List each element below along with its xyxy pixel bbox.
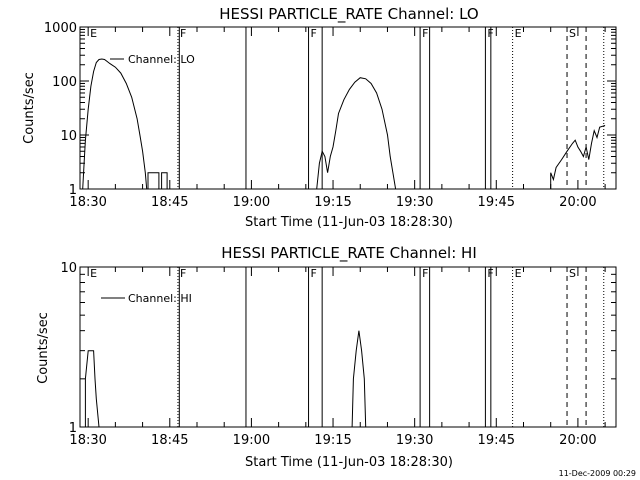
hi-series-line — [84, 350, 100, 428]
footer-date: 11-Dec-2009 00:29 — [559, 469, 636, 478]
lo-event-marker-label: E — [90, 27, 97, 40]
lo-series-line — [82, 58, 148, 190]
hi-y-tick-label: 1 — [69, 421, 77, 436]
lo-y-tick-label: 1000 — [44, 21, 77, 36]
hi-plot-frame — [79, 266, 617, 428]
hi-y-tick-label: 10 — [60, 261, 77, 276]
lo-legend-label: Channel: LO — [128, 53, 195, 66]
hi-x-tick-label: 19:30 — [396, 433, 433, 448]
hi-event-marker-label: F — [422, 267, 428, 280]
lo-x-tick-label: 18:45 — [151, 195, 188, 210]
lo-series-line — [147, 172, 160, 189]
hi-x-tick-label: 19:45 — [478, 433, 515, 448]
lo-series-line — [550, 125, 606, 189]
lo-plot-frame — [79, 26, 617, 190]
hi-legend-label: Channel: HI — [128, 292, 192, 305]
lo-event-marker-label: F — [422, 27, 428, 40]
hi-event-marker-label: E — [515, 267, 522, 280]
lo-y-tick-label: 100 — [52, 75, 77, 90]
hi-event-marker-label: F — [311, 267, 317, 280]
lo-x-tick-label: 20:00 — [559, 195, 596, 210]
hi-series-line — [351, 330, 367, 428]
hi-x-tick-label: 20:00 — [559, 433, 596, 448]
lo-event-marker-label: F — [180, 27, 186, 40]
lo-y-tick-label: 1 — [69, 183, 77, 198]
lo-x-tick-label: 19:00 — [233, 195, 270, 210]
panel-lo-plot: 18:30 18:45 19:00 19:15 19:30 19:45 20:00 1 10 10… — [44, 21, 617, 210]
lo-event-marker-label: S — [569, 27, 576, 40]
hi-x-tick-label: 19:00 — [233, 433, 270, 448]
panel-lo-title: HESSI PARTICLE_RATE Channel: LO — [219, 5, 478, 24]
panel-hi-ylabel: Counts/sec — [36, 312, 51, 384]
hi-event-marker-label: F — [180, 267, 186, 280]
hi-x-tick-label: 19:15 — [314, 433, 351, 448]
panel-lo-ylabel: Counts/sec — [22, 72, 37, 144]
lo-y-tick-label: 10 — [60, 129, 77, 144]
lo-series-line — [161, 172, 168, 189]
panel-hi-title: HESSI PARTICLE_RATE Channel: HI — [221, 244, 477, 263]
lo-event-marker-label: F — [311, 27, 317, 40]
lo-series-line — [316, 77, 397, 190]
lo-x-tick-label: 19:30 — [396, 195, 433, 210]
hi-event-marker-label: S — [569, 267, 576, 280]
lo-event-marker-label: E — [515, 27, 522, 40]
hi-x-tick-label: 18:45 — [151, 433, 188, 448]
lo-x-tick-label: 19:45 — [478, 195, 515, 210]
panel-hi-plot: 18:30 18:45 19:00 19:15 19:30 19:45 20:00 1 10 E F… — [60, 261, 617, 448]
hi-x-tick-label: 18:30 — [69, 433, 106, 448]
panel-hi-xlabel: Start Time (11-Jun-03 18:28:30) — [245, 455, 453, 470]
hi-event-marker-label: E — [90, 267, 97, 280]
lo-x-tick-label: 19:15 — [314, 195, 351, 210]
panel-lo-xlabel: Start Time (11-Jun-03 18:28:30) — [245, 215, 453, 230]
lo-x-tick-label: 18:30 — [69, 195, 106, 210]
